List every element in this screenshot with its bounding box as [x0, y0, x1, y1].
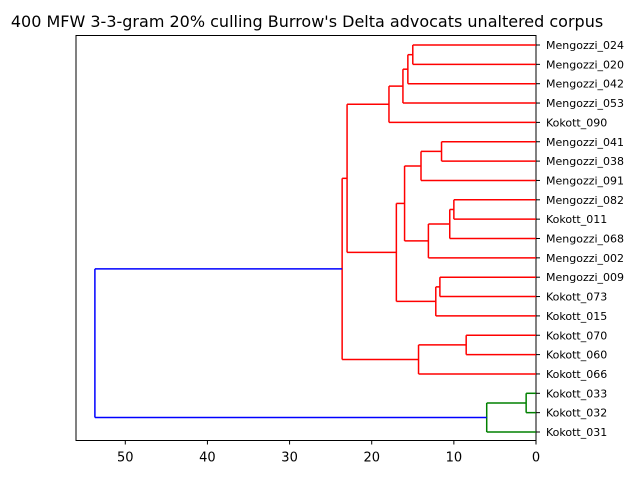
leaf-label: Kokott_032 [546, 407, 607, 420]
x-tick-label: 50 [117, 451, 134, 466]
x-tick-label: 0 [532, 451, 540, 466]
leaf-label: Mengozzi_020 [546, 58, 624, 71]
x-tick-label: 20 [363, 451, 380, 466]
leaf-label: Mengozzi_024 [546, 39, 624, 52]
leaf-label: Mengozzi_082 [546, 194, 624, 207]
leaf-label: Kokott_015 [546, 310, 607, 323]
chart-title: 400 MFW 3-3-gram 20% culling Burrow's De… [11, 12, 603, 31]
leaf-label: Kokott_090 [546, 116, 607, 129]
leaf-label: Mengozzi_038 [546, 155, 624, 168]
leaf-label: Mengozzi_091 [546, 174, 624, 187]
leaf-label: Kokott_031 [546, 426, 607, 439]
leaf-label: Kokott_066 [546, 368, 607, 381]
x-tick-label: 40 [199, 451, 216, 466]
leaf-label: Mengozzi_009 [546, 271, 624, 284]
leaf-label: Mengozzi_002 [546, 252, 624, 265]
leaf-labels: Mengozzi_024 Mengozzi_020 Mengozzi_042 Meng… [536, 39, 624, 439]
leaf-label: Kokott_033 [546, 387, 607, 400]
leaf-label: Mengozzi_042 [546, 78, 624, 91]
leaf-label: Kokott_073 [546, 291, 607, 304]
x-tick-label: 10 [446, 451, 463, 466]
leaf-label: Mengozzi_068 [546, 233, 624, 246]
leaf-label: Mengozzi_041 [546, 136, 624, 149]
leaf-label: Kokott_011 [546, 213, 607, 226]
dendrogram-links [94, 44, 536, 433]
leaf-label: Mengozzi_053 [546, 97, 624, 110]
leaf-label: Kokott_070 [546, 329, 607, 342]
x-tick-label: 30 [281, 451, 298, 466]
x-axis-ticks: 50 40 30 20 10 0 [117, 440, 540, 466]
leaf-label: Kokott_060 [546, 349, 607, 362]
